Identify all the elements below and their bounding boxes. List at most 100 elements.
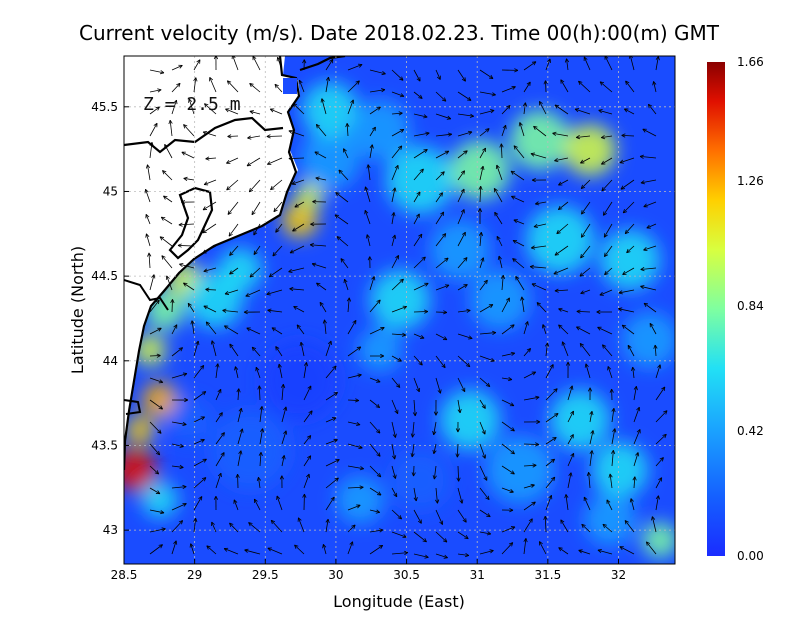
- velocity-arrow: [244, 548, 261, 555]
- velocity-arrow: [347, 63, 363, 71]
- velocity-arrow: [275, 346, 283, 357]
- velocity-arrow: [325, 477, 339, 489]
- velocity-arrow: [618, 289, 635, 295]
- velocity-arrow: [226, 80, 239, 93]
- velocity-arrow: [347, 80, 360, 93]
- velocity-arrow: [541, 324, 547, 335]
- velocity-arrow: [206, 545, 217, 555]
- x-axis-ticks: 28.5 29 29.5 30 30.5 31 31.5 32: [111, 559, 626, 582]
- velocity-arrow: [281, 455, 286, 467]
- velocity-arrow: [391, 111, 403, 116]
- velocity-arrow: [457, 130, 473, 137]
- velocity-arrow: [619, 157, 635, 164]
- velocity-arrow: [567, 410, 574, 423]
- velocity-arrow: [391, 421, 397, 438]
- velocity-arrow: [161, 255, 173, 269]
- velocity-arrow: [227, 201, 239, 215]
- velocity-arrow: [479, 377, 491, 387]
- velocity-arrow: [296, 324, 305, 335]
- velocity-arrow: [602, 344, 613, 357]
- velocity-arrow: [289, 286, 305, 292]
- x-tick-label: 32: [611, 568, 626, 582]
- velocity-arrow: [322, 544, 327, 555]
- velocity-arrow: [170, 299, 175, 313]
- velocity-arrow: [602, 523, 613, 533]
- velocity-arrow: [581, 523, 591, 533]
- velocity-arrow: [347, 541, 354, 555]
- velocity-arrow: [413, 191, 421, 203]
- velocity-arrow: [531, 177, 547, 183]
- velocity-arrow: [543, 516, 548, 533]
- x-tick-label: 28.5: [111, 568, 138, 582]
- velocity-arrow: [267, 547, 283, 555]
- velocity-arrow: [583, 56, 591, 71]
- velocity-arrow: [624, 223, 635, 235]
- velocity-arrow: [642, 128, 657, 137]
- velocity-arrow: [171, 502, 187, 511]
- velocity-arrow: [435, 69, 441, 80]
- velocity-arrow: [171, 421, 187, 427]
- velocity-arrow: [292, 223, 305, 232]
- velocity-arrow: [347, 504, 361, 511]
- velocity-arrow: [369, 528, 384, 533]
- velocity-arrow: [213, 495, 219, 511]
- velocity-arrow: [648, 103, 657, 115]
- velocity-arrow: [413, 213, 420, 225]
- velocity-arrow: [457, 552, 470, 558]
- velocity-arrow: [346, 297, 352, 313]
- velocity-arrow: [457, 284, 468, 291]
- velocity-arrow: [369, 377, 381, 383]
- velocity-arrow: [413, 113, 428, 119]
- velocity-arrow: [413, 233, 423, 247]
- velocity-arrow: [543, 80, 548, 93]
- velocity-arrow: [303, 455, 312, 467]
- velocity-arrow: [624, 108, 635, 115]
- velocity-arrow: [291, 179, 305, 186]
- velocity-arrow: [652, 81, 657, 93]
- velocity-arrow: [229, 522, 239, 533]
- velocity-arrow: [160, 216, 173, 225]
- velocity-arrow: [622, 201, 635, 214]
- velocity-arrow: [149, 141, 154, 159]
- velocity-arrow: [302, 493, 307, 511]
- velocity-arrow: [171, 99, 178, 115]
- velocity-arrow: [391, 509, 403, 520]
- velocity-arrow: [545, 388, 558, 401]
- velocity-arrow: [608, 473, 613, 489]
- velocity-arrow: [457, 150, 468, 159]
- velocity-arrow: [640, 179, 657, 185]
- velocity-arrow: [597, 548, 613, 555]
- lake-outline: [168, 186, 214, 260]
- velocity-arrow: [391, 531, 407, 539]
- northern-coastline: [124, 56, 301, 471]
- velocity-arrow: [391, 377, 401, 388]
- velocity-arrow: [309, 242, 327, 248]
- velocity-arrow: [609, 388, 614, 401]
- velocity-arrow: [229, 267, 239, 275]
- velocity-arrow: [243, 310, 261, 315]
- velocity-arrow: [340, 258, 349, 269]
- velocity-arrow: [531, 245, 547, 250]
- velocity-arrow: [589, 430, 595, 445]
- velocity-arrow: [655, 56, 660, 71]
- velocity-arrow: [391, 91, 405, 98]
- velocity-arrow: [369, 465, 382, 478]
- velocity-arrow: [369, 276, 376, 291]
- velocity-arrow: [554, 245, 569, 256]
- velocity-arrow: [479, 465, 488, 481]
- velocity-arrow: [202, 223, 217, 234]
- velocity-arrow: [432, 443, 437, 455]
- velocity-arrow: [347, 421, 361, 427]
- x-tick-label: 31: [470, 568, 485, 582]
- velocity-arrow: [576, 309, 591, 314]
- velocity-arrow: [237, 407, 243, 423]
- velocity-arrow: [632, 476, 637, 489]
- velocity-arrow: [581, 201, 591, 215]
- velocity-arrow: [523, 61, 537, 71]
- velocity-arrow: [479, 509, 491, 518]
- velocity-arrow: [347, 319, 357, 335]
- velocity-arrow: [259, 428, 265, 445]
- velocity-arrow: [272, 245, 283, 257]
- velocity-arrow: [236, 388, 241, 401]
- velocity-arrow: [253, 245, 261, 255]
